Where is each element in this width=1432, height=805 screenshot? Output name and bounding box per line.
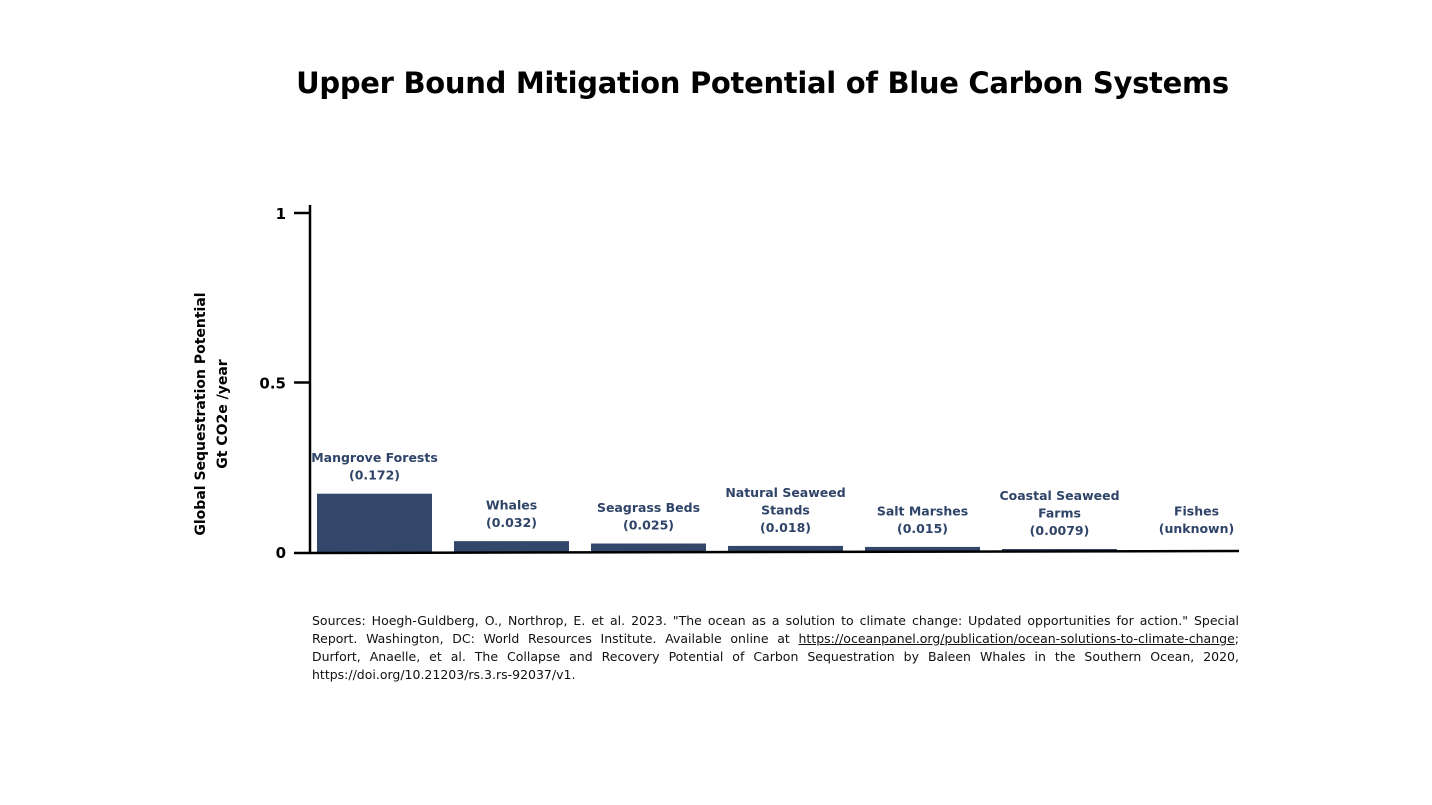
bar-whales bbox=[454, 541, 569, 552]
bar-label-whales: Whales (0.032) bbox=[486, 498, 537, 530]
bar-labels-layer: Mangrove Forests (0.172) Whales (0.032) Seag… bbox=[311, 450, 1234, 538]
bar-label-fishes: Fishes (unknown) bbox=[1159, 504, 1234, 537]
x-axis-line bbox=[293, 549, 1240, 555]
bar-natural-seaweed-stands bbox=[728, 545, 843, 552]
y-tick-label-0-5: 0.5 bbox=[259, 375, 286, 393]
bar-label-line: Mangrove Forests bbox=[311, 450, 438, 465]
bar-mangrove-forests bbox=[317, 493, 432, 552]
bar-label-line: (unknown) bbox=[1159, 521, 1234, 536]
chart-title: Upper Bound Mitigation Potential of Blue… bbox=[296, 66, 1229, 100]
bar-label-line: (0.018) bbox=[760, 520, 811, 535]
bar-label-line: (0.032) bbox=[486, 515, 537, 530]
bar-label-line: (0.0079) bbox=[1030, 523, 1090, 538]
bar-seagrass-beds bbox=[591, 543, 706, 552]
bars-layer bbox=[317, 493, 1117, 552]
bar-label-line: Coastal Seaweed bbox=[999, 488, 1119, 503]
bar-label-natural-seaweed-stands: Natural Seaweed Stands (0.018) bbox=[725, 485, 845, 535]
bar-label-line: Seagrass Beds bbox=[597, 500, 700, 515]
y-tick-label-0: 0 bbox=[276, 544, 286, 562]
bar-label-line: Natural Seaweed bbox=[725, 485, 845, 500]
sources-text-continued: ; Durfort, Anaelle, et al. The Collapse … bbox=[312, 631, 1239, 682]
axes-layer bbox=[293, 205, 1240, 555]
sources-note: Sources: Hoegh-Guldberg, O., Northrop, E… bbox=[312, 612, 1239, 684]
bar-label-line: Farms bbox=[1038, 506, 1081, 521]
bar-label-line: Salt Marshes bbox=[877, 503, 968, 518]
bar-label-line: Whales bbox=[486, 498, 537, 513]
bar-label-line: (0.015) bbox=[897, 521, 948, 536]
y-tick-label-1: 1 bbox=[276, 205, 286, 223]
bar-label-salt-marshes: Salt Marshes (0.015) bbox=[877, 503, 968, 536]
y-ticks-layer: 00.51 bbox=[259, 205, 310, 562]
bar-label-line: Fishes bbox=[1174, 504, 1219, 519]
bar-label-line: Stands bbox=[761, 502, 810, 517]
bar-salt-marshes bbox=[865, 546, 980, 552]
sources-text: Sources: Hoegh-Guldberg, O., Northrop, E… bbox=[312, 613, 1239, 646]
bar-label-line: (0.172) bbox=[349, 468, 400, 483]
bar-label-line: (0.025) bbox=[623, 518, 674, 533]
oceanpanel-link[interactable]: https://oceanpanel.org/publication/ocean… bbox=[798, 631, 1235, 646]
bar-label-coastal-seaweed-farms: Coastal Seaweed Farms (0.0079) bbox=[999, 488, 1119, 538]
bar-label-mangrove-forests: Mangrove Forests (0.172) bbox=[311, 450, 438, 483]
bar-label-seagrass-beds: Seagrass Beds (0.025) bbox=[597, 500, 700, 533]
